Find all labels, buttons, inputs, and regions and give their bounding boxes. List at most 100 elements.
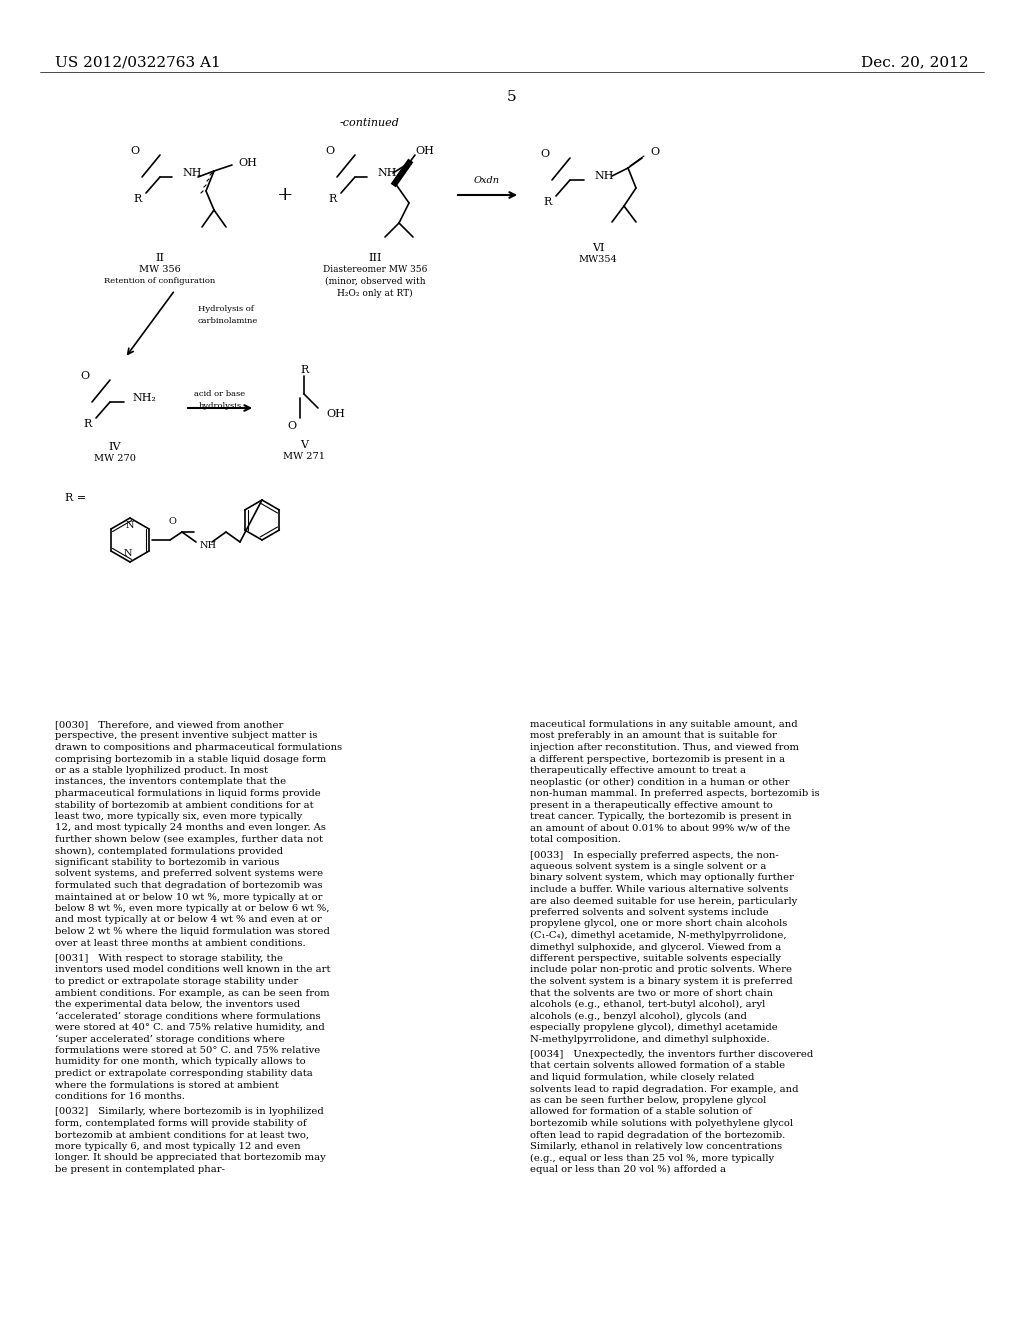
Text: VI: VI	[592, 243, 604, 253]
Text: dimethyl sulphoxide, and glycerol. Viewed from a: dimethyl sulphoxide, and glycerol. Viewe…	[530, 942, 781, 952]
Text: conditions for 16 months.: conditions for 16 months.	[55, 1092, 185, 1101]
Text: most preferably in an amount that is suitable for: most preferably in an amount that is sui…	[530, 731, 777, 741]
Text: include a buffer. While various alternative solvents: include a buffer. While various alternat…	[530, 884, 788, 894]
Text: therapeutically effective amount to treat a: therapeutically effective amount to trea…	[530, 766, 746, 775]
Text: especially propylene glycol), dimethyl acetamide: especially propylene glycol), dimethyl a…	[530, 1023, 778, 1032]
Text: form, contemplated forms will provide stability of: form, contemplated forms will provide st…	[55, 1119, 306, 1129]
Text: N-methylpyrrolidone, and dimethyl sulphoxide.: N-methylpyrrolidone, and dimethyl sulpho…	[530, 1035, 770, 1044]
Text: [0031] With respect to storage stability, the: [0031] With respect to storage stability…	[55, 954, 283, 964]
Text: that certain solvents allowed formation of a stable: that certain solvents allowed formation …	[530, 1061, 785, 1071]
Text: -continued: -continued	[340, 117, 400, 128]
Text: [0032] Similarly, where bortezomib is in lyophilized: [0032] Similarly, where bortezomib is in…	[55, 1107, 324, 1117]
Text: allowed for formation of a stable solution of: allowed for formation of a stable soluti…	[530, 1107, 752, 1117]
Text: IV: IV	[109, 442, 121, 451]
Text: O: O	[326, 147, 335, 156]
Text: R: R	[84, 418, 92, 429]
Text: MW 270: MW 270	[94, 454, 136, 463]
Text: Oxdn: Oxdn	[474, 176, 500, 185]
Text: formulated such that degradation of bortezomib was: formulated such that degradation of bort…	[55, 880, 323, 890]
Text: MW 271: MW 271	[283, 451, 325, 461]
Text: O: O	[650, 147, 659, 157]
Text: bortezomib at ambient conditions for at least two,: bortezomib at ambient conditions for at …	[55, 1130, 309, 1139]
Text: NH: NH	[377, 168, 396, 178]
Text: bortezomib while solutions with polyethylene glycol: bortezomib while solutions with polyethy…	[530, 1119, 793, 1129]
Text: MW 356: MW 356	[139, 265, 181, 275]
Text: injection after reconstitution. Thus, and viewed from: injection after reconstitution. Thus, an…	[530, 743, 799, 752]
Text: stability of bortezomib at ambient conditions for at: stability of bortezomib at ambient condi…	[55, 800, 313, 809]
Text: are also deemed suitable for use herein, particularly: are also deemed suitable for use herein,…	[530, 896, 798, 906]
Text: where the formulations is stored at ambient: where the formulations is stored at ambi…	[55, 1081, 279, 1089]
Text: O: O	[168, 517, 176, 525]
Text: N: N	[124, 549, 132, 558]
Text: below 2 wt % where the liquid formulation was stored: below 2 wt % where the liquid formulatio…	[55, 927, 330, 936]
Text: predict or extrapolate corresponding stability data: predict or extrapolate corresponding sta…	[55, 1069, 312, 1078]
Text: maintained at or below 10 wt %, more typically at or: maintained at or below 10 wt %, more typ…	[55, 892, 323, 902]
Text: and liquid formulation, while closely related: and liquid formulation, while closely re…	[530, 1073, 755, 1082]
Text: propylene glycol, one or more short chain alcohols: propylene glycol, one or more short chai…	[530, 920, 787, 928]
Text: 5: 5	[507, 90, 517, 104]
Text: that the solvents are two or more of short chain: that the solvents are two or more of sho…	[530, 989, 773, 998]
Text: 12, and most typically 24 months and even longer. As: 12, and most typically 24 months and eve…	[55, 824, 326, 833]
Text: (e.g., equal or less than 25 vol %, more typically: (e.g., equal or less than 25 vol %, more…	[530, 1154, 774, 1163]
Text: (C₁-C₄), dimethyl acetamide, N-methylpyrrolidone,: (C₁-C₄), dimethyl acetamide, N-methylpyr…	[530, 931, 786, 940]
Text: NH₂: NH₂	[132, 393, 156, 403]
Text: US 2012/0322763 A1: US 2012/0322763 A1	[55, 55, 221, 69]
Text: aqueous solvent system is a single solvent or a: aqueous solvent system is a single solve…	[530, 862, 766, 871]
Text: shown), contemplated formulations provided: shown), contemplated formulations provid…	[55, 846, 283, 855]
Text: preferred solvents and solvent systems include: preferred solvents and solvent systems i…	[530, 908, 769, 917]
Text: [0034] Unexpectedly, the inventors further discovered: [0034] Unexpectedly, the inventors furth…	[530, 1049, 813, 1059]
Text: MW354: MW354	[579, 255, 617, 264]
Text: treat cancer. Typically, the bortezomib is present in: treat cancer. Typically, the bortezomib …	[530, 812, 792, 821]
Text: present in a therapeutically effective amount to: present in a therapeutically effective a…	[530, 800, 773, 809]
Text: drawn to compositions and pharmaceutical formulations: drawn to compositions and pharmaceutical…	[55, 743, 342, 752]
Text: alcohols (e.g., ethanol, tert-butyl alcohol), aryl: alcohols (e.g., ethanol, tert-butyl alco…	[530, 1001, 765, 1008]
Text: as can be seen further below, propylene glycol: as can be seen further below, propylene …	[530, 1096, 766, 1105]
Text: more typically 6, and most typically 12 and even: more typically 6, and most typically 12 …	[55, 1142, 301, 1151]
Text: O: O	[81, 371, 89, 381]
Text: carbinolamine: carbinolamine	[198, 317, 258, 325]
Text: the experimental data below, the inventors used: the experimental data below, the invento…	[55, 1001, 300, 1008]
Text: binary solvent system, which may optionally further: binary solvent system, which may optiona…	[530, 874, 794, 883]
Text: hydrolysis: hydrolysis	[199, 403, 242, 411]
Text: Dec. 20, 2012: Dec. 20, 2012	[861, 55, 969, 69]
Text: V: V	[300, 440, 308, 450]
Text: instances, the inventors contemplate that the: instances, the inventors contemplate tha…	[55, 777, 286, 787]
Text: an amount of about 0.01% to about 99% w/w of the: an amount of about 0.01% to about 99% w/…	[530, 824, 791, 833]
Text: significant stability to bortezomib in various: significant stability to bortezomib in v…	[55, 858, 280, 867]
Text: or as a stable lyophilized product. In most: or as a stable lyophilized product. In m…	[55, 766, 268, 775]
Text: Retention of configuration: Retention of configuration	[104, 277, 216, 285]
Text: solvents lead to rapid degradation. For example, and: solvents lead to rapid degradation. For …	[530, 1085, 799, 1093]
Text: O: O	[541, 149, 550, 158]
Text: inventors used model conditions well known in the art: inventors used model conditions well kno…	[55, 965, 331, 974]
Text: include polar non-protic and protic solvents. Where: include polar non-protic and protic solv…	[530, 965, 792, 974]
Text: NH: NH	[594, 172, 613, 181]
Text: III: III	[369, 253, 382, 263]
Text: maceutical formulations in any suitable amount, and: maceutical formulations in any suitable …	[530, 719, 798, 729]
Text: ambient conditions. For example, as can be seen from: ambient conditions. For example, as can …	[55, 989, 330, 998]
Text: formulations were stored at 50° C. and 75% relative: formulations were stored at 50° C. and 7…	[55, 1045, 321, 1055]
Text: be present in contemplated phar-: be present in contemplated phar-	[55, 1166, 225, 1173]
Text: R: R	[329, 194, 337, 205]
Text: R: R	[134, 194, 142, 205]
Text: ‘super accelerated’ storage conditions where: ‘super accelerated’ storage conditions w…	[55, 1035, 285, 1044]
Text: Hydrolysis of: Hydrolysis of	[198, 305, 254, 313]
Text: comprising bortezomib in a stable liquid dosage form: comprising bortezomib in a stable liquid…	[55, 755, 327, 763]
Text: the solvent system is a binary system it is preferred: the solvent system is a binary system it…	[530, 977, 793, 986]
Text: humidity for one month, which typically allows to: humidity for one month, which typically …	[55, 1057, 305, 1067]
Text: OH: OH	[326, 409, 345, 418]
Text: Diastereomer MW 356: Diastereomer MW 356	[323, 265, 427, 275]
Text: total composition.: total composition.	[530, 836, 621, 843]
Text: often lead to rapid degradation of the bortezomib.: often lead to rapid degradation of the b…	[530, 1130, 785, 1139]
Text: non-human mammal. In preferred aspects, bortezomib is: non-human mammal. In preferred aspects, …	[530, 789, 819, 799]
Text: O: O	[130, 147, 139, 156]
Text: longer. It should be appreciated that bortezomib may: longer. It should be appreciated that bo…	[55, 1154, 326, 1163]
Text: OH: OH	[415, 147, 434, 156]
Text: to predict or extrapolate storage stability under: to predict or extrapolate storage stabil…	[55, 977, 298, 986]
Text: different perspective, suitable solvents especially: different perspective, suitable solvents…	[530, 954, 781, 964]
Text: a different perspective, bortezomib is present in a: a different perspective, bortezomib is p…	[530, 755, 785, 763]
Text: further shown below (see examples, further data not: further shown below (see examples, furth…	[55, 836, 323, 843]
Text: O: O	[288, 421, 297, 432]
Text: +: +	[276, 186, 293, 205]
Text: solvent systems, and preferred solvent systems were: solvent systems, and preferred solvent s…	[55, 870, 324, 879]
Text: [0033] In especially preferred aspects, the non-: [0033] In especially preferred aspects, …	[530, 850, 778, 859]
